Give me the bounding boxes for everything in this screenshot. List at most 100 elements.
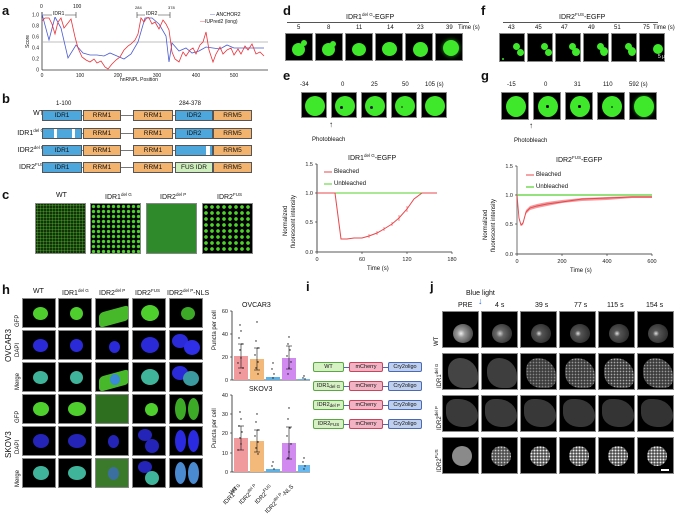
f-scale-label: 5 μm (658, 54, 670, 60)
f-time-5: 75 (643, 25, 650, 31)
fusion-frame-6 (435, 33, 463, 61)
domain-rrm1: RRM1 (83, 162, 121, 173)
ovcar3-fus-dapi (132, 330, 166, 360)
svg-text:1.0: 1.0 (505, 193, 513, 199)
svg-text:20: 20 (222, 355, 228, 361)
svg-text:500: 500 (230, 73, 239, 79)
svg-text:0.4: 0.4 (32, 46, 39, 52)
domain-rrm1: RRM1 (83, 128, 121, 139)
f-title-rule (503, 22, 658, 23)
droplet-image-idr1-delg (90, 203, 141, 254)
bar-chart-ovcar3: 60 40 20 0 (210, 308, 310, 384)
f-time-3: 49 (588, 25, 595, 31)
fusion-frame-5 (405, 33, 433, 61)
a-xlabel: hnRNPL Position (120, 77, 158, 83)
domain-idr1: IDR1 (42, 145, 82, 156)
svg-text:180: 180 (447, 257, 456, 262)
ovcar3-wt-merge (22, 362, 56, 392)
svg-text:0.5: 0.5 (505, 222, 513, 228)
g-time-4: 592 (s) (629, 82, 648, 88)
a-ylabel: Score (25, 34, 31, 48)
i-label: IDR1 del G (313, 381, 344, 391)
ovcar3-idr2delp-gfp (95, 298, 129, 328)
ovcar3-nls-merge (169, 362, 203, 392)
construct-name: IDR2FUS (19, 162, 44, 171)
fus-frap-frame-4 (597, 92, 625, 120)
f-time-0: 43 (508, 25, 515, 31)
g-legend-unbleached: Unbleached (536, 184, 569, 190)
skov3-fus-gfp (132, 394, 166, 424)
d-title: IDR1del G-EGFP (346, 12, 395, 21)
domain-rrm1b: RRM1 (133, 128, 173, 139)
j-time-0: PRE (458, 302, 473, 309)
ovcar3-wt-dapi (22, 330, 56, 360)
h-chart-title-skov3: SKOV3 (249, 386, 273, 393)
j-blue-light: Blue light (466, 290, 495, 297)
d-time-4: 23 (417, 25, 424, 31)
e-legend-bleached: Bleached (334, 169, 360, 175)
svg-text:30: 30 (222, 412, 228, 418)
d-time-3: 14 (387, 25, 394, 31)
h-col-nls: IDR2del P-NLS (167, 288, 210, 297)
svg-text:0.6: 0.6 (32, 35, 39, 41)
skov3-idr2delp-dapi (95, 426, 129, 456)
i-mcherry: mCherry (349, 362, 383, 372)
legend-anchor: — ANCHOR2 (210, 12, 241, 18)
e-legend-unbleached: Unbleached (334, 181, 367, 187)
j-time-3: 77 s (574, 302, 588, 309)
panel-letter-e: e (283, 68, 291, 83)
e-xlabel: Time (s) (367, 266, 389, 272)
bar-chart-skov3: 40 30 20 10 0 (210, 392, 310, 476)
skov3-wt-gfp (22, 394, 56, 424)
skov3-wt-dapi (22, 426, 56, 456)
j-idr1-pre (442, 353, 479, 390)
ovcar3-nls-dapi (169, 330, 203, 360)
fusion-frame-1 (285, 33, 313, 61)
svg-text:1.5: 1.5 (505, 164, 513, 170)
f-title: IDR2FUS-EGFP (559, 12, 606, 21)
idr1-start: 0 (40, 4, 43, 10)
j-wt-39s (520, 311, 557, 348)
e-time-1: 0 (341, 82, 345, 88)
j-idr2fus-154s (637, 437, 674, 474)
g-ylabel-2: fluorescent intensity (491, 198, 497, 252)
h-chart-title-ovcar3: OVCAR3 (242, 302, 271, 309)
skov3-wt-merge (22, 458, 56, 488)
legend-anchor-label: ANCHOR2 (216, 12, 241, 18)
idr1-label: IDR1 (52, 11, 66, 17)
svg-text:20: 20 (222, 431, 228, 437)
h-ch-merge-1: Merge (15, 372, 21, 390)
idr1-end: 100 (73, 4, 82, 10)
idr2-end: 378 (168, 5, 175, 10)
fus-fusion-frame-3 (555, 33, 581, 62)
g-ylabel-1: Normalized (483, 209, 489, 240)
construct-name: WT (33, 110, 44, 117)
skov3-idr1-gfp (58, 394, 92, 424)
fus-frap-frame-1 (501, 92, 529, 120)
g-xlabel: Time (s) (570, 268, 592, 274)
c-col-idr1: IDR1del G (105, 192, 132, 201)
idr2-label: IDR2 (145, 11, 159, 17)
photobleach-arrow-icon: ↑ (329, 120, 333, 129)
svg-text:100: 100 (76, 73, 85, 79)
panel-letter-f: f (481, 3, 486, 18)
h-ylabel-skov3: Puncta per cell (212, 408, 218, 448)
panel-letter-g: g (481, 68, 489, 83)
j-idr2delp-39s (520, 395, 557, 432)
svg-text:0: 0 (225, 378, 228, 384)
skov3-nls-dapi (169, 426, 203, 456)
c-col-idr2delp: IDR2del P (160, 192, 187, 201)
c-col-wt: WT (56, 192, 67, 199)
ovcar3-idr2delp-merge (95, 362, 129, 392)
domain-fus-idr: FUS IDR (175, 162, 213, 173)
skov3-nls-merge (169, 458, 203, 488)
fusion-frame-2 (315, 33, 343, 61)
e-time-0: -34 (300, 82, 309, 88)
e-time-3: 50 (402, 82, 409, 88)
domain-rrm5: RRM5 (213, 145, 252, 156)
legend-iupred-label: IUPred2 (long) (205, 19, 238, 25)
h-ch-merge-2: Merge (15, 469, 21, 487)
h-ch-dapi-1: DAPI (15, 342, 21, 357)
j-idr1-77s (559, 353, 596, 390)
e-time-2: 25 (371, 82, 378, 88)
